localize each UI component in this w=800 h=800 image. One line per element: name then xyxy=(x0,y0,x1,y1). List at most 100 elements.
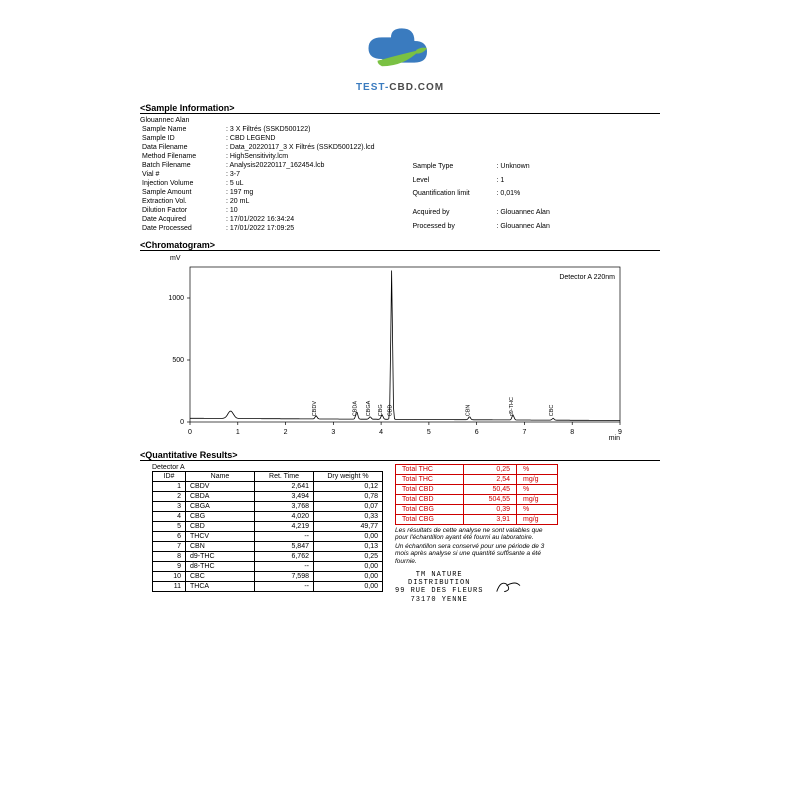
table-row: 9d8-THC--0,00 xyxy=(153,562,383,572)
info-val: : Glouannec Alan xyxy=(497,207,554,218)
svg-text:0: 0 xyxy=(180,419,184,426)
table-row: 3CBGA3,7680,07 xyxy=(153,502,383,512)
totals-row: Total THC2,54mg/g xyxy=(396,475,558,485)
table-row: 4CBG4,0200,33 xyxy=(153,512,383,522)
chromatogram-svg: 050010000123456789minDetector A 220nmCBD… xyxy=(140,262,630,442)
info-val: : Glouannec Alan xyxy=(497,221,554,232)
sample-info-block: Sample Name: 3 X Filtrés (SSKD500122)Sam… xyxy=(140,124,660,234)
info-key: Injection Volume xyxy=(142,180,224,187)
info-right: Sample Type: UnknownLevel: 1Quantificati… xyxy=(411,159,556,234)
info-val: : 20 mL xyxy=(226,198,379,205)
svg-text:6: 6 xyxy=(475,429,479,436)
quant-table: ID#NameRet. TimeDry weight %1CBDV2,6410,… xyxy=(152,471,383,592)
svg-text:3: 3 xyxy=(331,429,335,436)
info-val: : Analysis20220117_162454.lcb xyxy=(226,162,379,169)
signature-icon xyxy=(493,576,523,598)
note-2: Un échantillon sera conservé pour une pé… xyxy=(395,543,545,564)
col-header: Name xyxy=(186,472,255,482)
info-key: Processed by xyxy=(413,221,495,232)
col-header: Ret. Time xyxy=(255,472,314,482)
svg-text:500: 500 xyxy=(172,357,184,364)
section-quant: <Quantitative Results> xyxy=(140,450,660,461)
info-key: Dilution Factor xyxy=(142,207,224,214)
info-val: : HighSensitivity.lcm xyxy=(226,153,379,160)
stamp-l2: DISTRIBUTION xyxy=(395,579,483,587)
info-val: : 5 uL xyxy=(226,180,379,187)
info-val: : CBD LEGEND xyxy=(226,135,379,142)
col-header: Dry weight % xyxy=(314,472,383,482)
stamp-l4: 73170 YENNE xyxy=(395,596,483,604)
logo-text: TEST-CBD.COM xyxy=(140,82,660,93)
svg-text:7: 7 xyxy=(522,429,526,436)
totals-row: Total CBD50,45% xyxy=(396,485,558,495)
info-val: : 3-7 xyxy=(226,171,379,178)
stamp-l3: 99 RUE DES FLEURS xyxy=(395,587,483,595)
table-row: 10CBC7,5980,00 xyxy=(153,572,383,582)
svg-text:Detector A 220nm: Detector A 220nm xyxy=(559,274,615,281)
table-row: 11THCA--0,00 xyxy=(153,582,383,592)
info-key: Batch Filename xyxy=(142,162,224,169)
logo: TEST-CBD.COM xyxy=(140,20,660,93)
svg-text:8: 8 xyxy=(570,429,574,436)
info-key: Extraction Vol. xyxy=(142,198,224,205)
table-row: 8d9-THC6,7620,25 xyxy=(153,552,383,562)
info-val: : Unknown xyxy=(497,161,554,172)
svg-text:CBC: CBC xyxy=(549,405,555,417)
svg-text:CBGA: CBGA xyxy=(366,400,372,416)
info-key: Sample Name xyxy=(142,126,224,133)
svg-text:5: 5 xyxy=(427,429,431,436)
chromatogram: mV 050010000123456789minDetector A 220nm… xyxy=(140,255,660,444)
svg-text:2: 2 xyxy=(284,429,288,436)
info-key: Sample ID xyxy=(142,135,224,142)
info-val: : 197 mg xyxy=(226,189,379,196)
info-key: Date Processed xyxy=(142,225,224,232)
logo-text-1: TEST- xyxy=(356,82,389,93)
info-key: Sample Amount xyxy=(142,189,224,196)
info-val: : 17/01/2022 17:09:25 xyxy=(226,225,379,232)
totals-table: Total THC0,25%Total THC2,54mg/gTotal CBD… xyxy=(395,464,558,525)
info-key: Acquired by xyxy=(413,207,495,218)
info-analyst: Glouannec Alan xyxy=(140,117,660,124)
totals-row: Total CBD504,55mg/g xyxy=(396,495,558,505)
info-val: : Data_20220117_3 X Filtrés (SSKD500122)… xyxy=(226,144,379,151)
section-sample-info: <Sample Information> xyxy=(140,103,660,114)
info-val: : 0,01% xyxy=(497,188,554,199)
svg-text:CBG: CBG xyxy=(378,404,384,416)
info-key: Level xyxy=(413,174,495,185)
svg-text:1: 1 xyxy=(236,429,240,436)
info-key: Data Filename xyxy=(142,144,224,151)
col-header: ID# xyxy=(153,472,186,482)
info-key: Method Filename xyxy=(142,153,224,160)
svg-text:CBDA: CBDA xyxy=(353,401,359,417)
info-val: : 1 xyxy=(497,174,554,185)
section-chromatogram: <Chromatogram> xyxy=(140,240,660,251)
report-page: TEST-CBD.COM <Sample Information> Glouan… xyxy=(140,0,660,604)
svg-text:4: 4 xyxy=(379,429,383,436)
table-row: 1CBDV2,6410,12 xyxy=(153,482,383,492)
info-key: Vial # xyxy=(142,171,224,178)
logo-icon xyxy=(355,20,445,80)
svg-text:1000: 1000 xyxy=(168,295,184,302)
totals-row: Total CBG3,91mg/g xyxy=(396,515,558,525)
info-left: Sample Name: 3 X Filtrés (SSKD500122)Sam… xyxy=(140,124,381,234)
totals-row: Total THC0,25% xyxy=(396,465,558,475)
info-key: Date Acquired xyxy=(142,216,224,223)
table-row: 7CBN5,8470,13 xyxy=(153,542,383,552)
svg-text:CBDV: CBDV xyxy=(312,401,318,417)
svg-text:CBD: CBD xyxy=(388,405,394,417)
info-val: : 17/01/2022 16:34:24 xyxy=(226,216,379,223)
stamp-block: TM NATURE DISTRIBUTION 99 RUE DES FLEURS… xyxy=(395,571,558,605)
info-val: : 10 xyxy=(226,207,379,214)
svg-text:CBN: CBN xyxy=(466,405,472,417)
info-key: Quantification limit xyxy=(413,188,495,199)
stamp-l1: TM NATURE xyxy=(395,571,483,579)
info-val: : 3 X Filtrés (SSKD500122) xyxy=(226,126,379,133)
table-row: 2CBDA3,4940,78 xyxy=(153,492,383,502)
y-axis-label: mV xyxy=(170,255,660,262)
note-1: Les résultats de cette analyse ne sont v… xyxy=(395,527,545,541)
svg-text:0: 0 xyxy=(188,429,192,436)
info-key: Sample Type xyxy=(413,161,495,172)
svg-text:min: min xyxy=(609,435,620,442)
detector-label: Detector A xyxy=(152,464,383,471)
table-row: 6THCV--0,00 xyxy=(153,532,383,542)
